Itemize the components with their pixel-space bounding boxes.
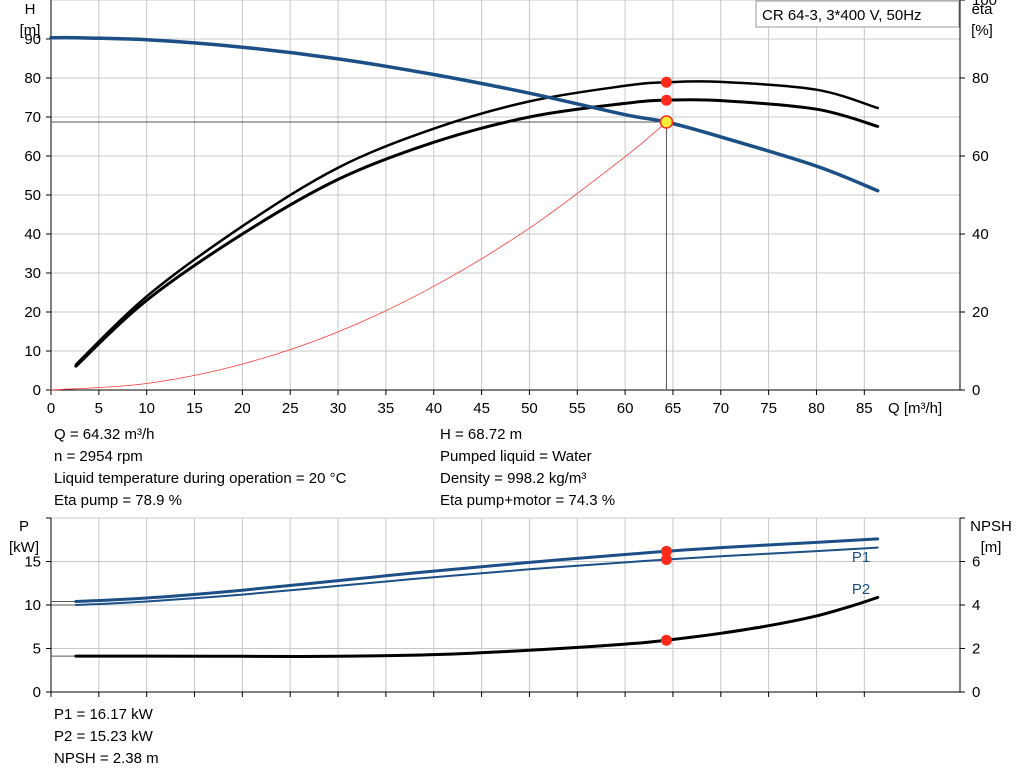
p-tick-label: 15 [24,554,41,571]
eta-axis-unit: [%] [971,22,993,39]
info-eta-pump: Eta pump = 78.9 % [54,492,182,509]
x-tick-label: 65 [665,400,682,417]
p2-curve [74,546,879,606]
info-p2: P2 = 15.23 kW [54,728,153,745]
info-p1: P1 = 16.17 kW [54,706,153,723]
system-curve [50,121,667,391]
h-tick-label: 90 [24,31,41,48]
x-tick-label: 10 [138,400,155,417]
x-tick-label: 85 [856,400,873,417]
info-npsh: NPSH = 2.38 m [54,750,159,767]
npsh-curve [74,595,880,658]
p2-marker [660,553,672,565]
npsh-tick-label: 0 [972,684,980,701]
info-eta-pump-motor: Eta pump+motor = 74.3 % [440,492,616,509]
npsh-tick-label: 2 [972,641,980,658]
x-tick-label: 45 [473,400,490,417]
npsh-tick-label: 4 [972,597,980,614]
head-curve [49,35,880,193]
info-density: Density = 998.2 kg/m³ [440,470,587,487]
chart-markers [659,76,674,646]
p-tick-label: 0 [33,684,41,701]
chart-axes [46,0,965,697]
x-axis-title: Q [m³/h] [888,400,942,417]
npsh-axis-title: NPSH [970,518,1012,535]
info-flow: Q = 64.32 m³/h [54,426,155,443]
x-tick-label: 60 [617,400,634,417]
x-tick-label: 30 [330,400,347,417]
eta-tick-label: 80 [972,70,989,87]
x-tick-label: 55 [569,400,586,417]
chart-grid [50,0,960,693]
h-tick-label: 30 [24,265,41,282]
x-tick-label: 0 [47,400,55,417]
h-tick-label: 80 [24,70,41,87]
info-speed: n = 2954 rpm [54,448,143,465]
eta-tick-label: 100 [972,0,997,9]
eta-pump-curve [74,80,879,366]
p-axis-title: P [19,518,29,535]
npsh-marker [660,634,672,646]
chart-title-box [755,0,960,28]
chart-title: CR 64-3, 3*400 V, 50Hz [762,7,922,24]
p1-marker [660,545,672,557]
h-tick-label: 0 [33,382,41,399]
eta-tick-label: 0 [972,382,980,399]
h-tick-label: 60 [24,148,41,165]
eta-pump-marker [660,76,672,88]
p1-series-label: P1 [852,549,870,566]
duty-point-marker [659,115,674,129]
x-tick-label: 35 [378,400,395,417]
p1-curve [74,537,880,603]
h-tick-label: 40 [24,226,41,243]
eta-tick-label: 60 [972,148,989,165]
x-tick-label: 5 [95,400,103,417]
x-tick-label: 15 [186,400,203,417]
h-tick-label: 10 [24,343,41,360]
eta-axis-title: eta [972,1,994,18]
x-tick-label: 80 [808,400,825,417]
info-liquid-temp: Liquid temperature during operation = 20… [54,470,347,487]
npsh-axis-unit: [m] [981,539,1002,556]
chart-curves [49,35,880,658]
info-top-left: Q = 64.32 m³/h n = 2954 rpm Liquid tempe… [54,424,346,512]
info-pumped-liquid: Pumped liquid = Water [440,448,592,465]
x-tick-label: 20 [234,400,251,417]
p-tick-label: 10 [24,597,41,614]
p2-series-label: P2 [852,581,870,598]
info-head: H = 68.72 m [440,426,523,443]
x-tick-label: 40 [425,400,442,417]
p-axis-unit: [kW] [9,539,39,556]
x-tick-label: 70 [712,400,729,417]
h-axis-title: H [25,1,36,18]
h-tick-label: 20 [24,304,41,321]
eta-pump-motor-curve [74,98,880,368]
h-tick-label: 50 [24,187,41,204]
p-tick-label: 5 [33,641,41,658]
x-tick-label: 75 [760,400,777,417]
h-axis-unit: [m] [20,22,41,39]
eta-tick-label: 20 [972,304,989,321]
eta-pump-motor-marker [660,94,672,106]
x-tick-label: 50 [521,400,538,417]
info-bottom: P1 = 16.17 kW P2 = 15.23 kW NPSH = 2.38 … [54,704,159,770]
h-tick-label: 70 [24,109,41,126]
chart-text: 0 5 10 15 20 25 30 35 40 45 50 55 60 65 70 75 80 85010203… [9,0,1012,701]
x-tick-label: 25 [282,400,299,417]
eta-tick-label: 40 [972,226,989,243]
info-top-right: H = 68.72 m Pumped liquid = Water Densit… [440,424,615,512]
npsh-tick-label: 6 [972,554,980,571]
